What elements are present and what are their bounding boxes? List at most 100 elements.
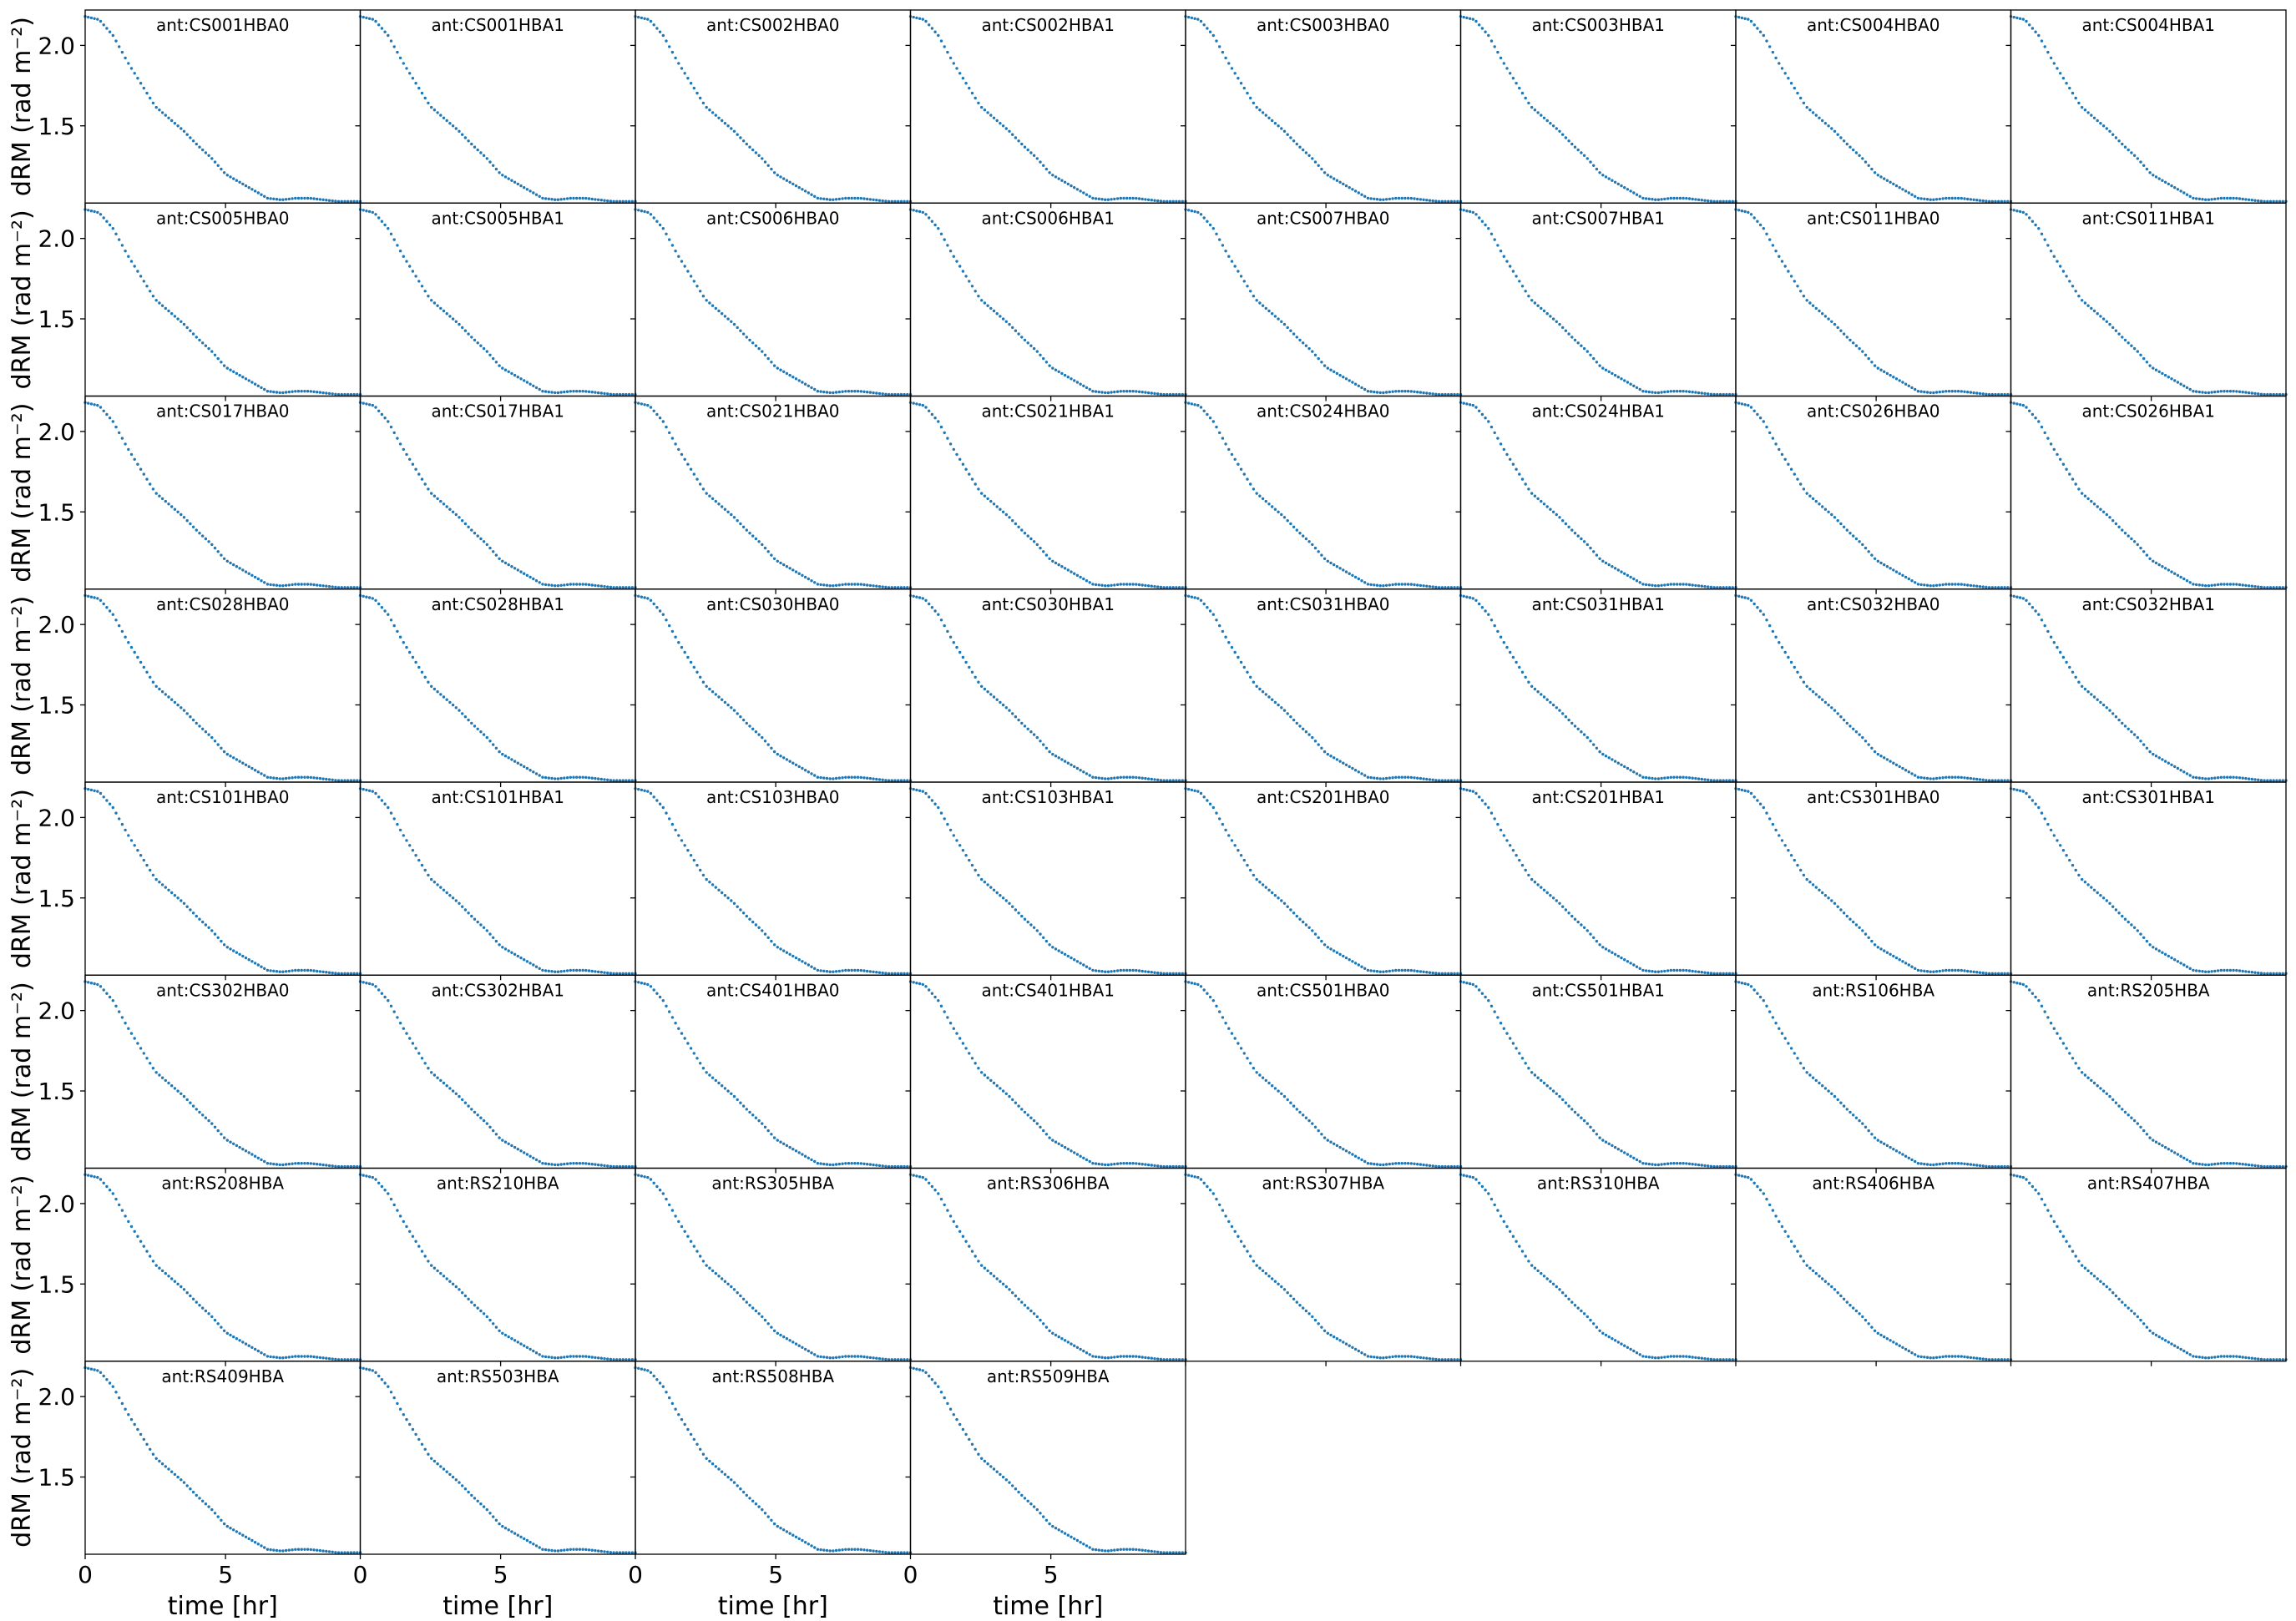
data-point xyxy=(93,982,96,986)
data-point xyxy=(995,312,999,316)
data-point xyxy=(1357,963,1361,967)
data-point xyxy=(2176,1153,2180,1156)
data-point xyxy=(1320,1133,1323,1136)
data-point xyxy=(974,868,977,872)
data-point xyxy=(1051,174,1054,177)
data-point xyxy=(1282,516,1287,519)
data-point xyxy=(2018,17,2022,20)
data-point xyxy=(1985,585,1988,589)
data-point xyxy=(1166,586,1169,589)
data-point xyxy=(1540,886,1543,889)
data-point xyxy=(1585,157,1590,160)
data-point xyxy=(1833,129,1837,133)
data-point xyxy=(102,23,105,27)
data-point xyxy=(1864,160,1868,164)
data-point xyxy=(325,1164,328,1167)
data-point xyxy=(1249,1062,1252,1065)
data-point xyxy=(1709,1164,1713,1169)
data-point xyxy=(1125,583,1129,586)
data-point xyxy=(581,196,584,200)
panel-26: ant:CS028HBA1 xyxy=(355,588,637,787)
data-point xyxy=(1187,15,1191,19)
data-point xyxy=(1601,174,1605,177)
data-point xyxy=(1199,598,1203,602)
data-point xyxy=(1805,299,1808,302)
data-point xyxy=(1499,56,1503,60)
data-point xyxy=(603,585,606,588)
data-point xyxy=(1876,946,1879,949)
data-point xyxy=(572,1162,575,1165)
data-point xyxy=(1743,210,1747,214)
data-point xyxy=(772,1136,776,1139)
data-point xyxy=(220,1326,223,1329)
data-point xyxy=(436,304,439,307)
data-point xyxy=(1709,779,1713,782)
data-point xyxy=(1947,583,1951,586)
data-point xyxy=(1054,947,1058,951)
data-point xyxy=(111,999,114,1002)
data-point xyxy=(367,789,372,792)
data-point xyxy=(2238,776,2242,780)
data-point xyxy=(1255,299,1258,302)
data-point xyxy=(1994,586,1997,589)
data-point xyxy=(1320,361,1323,364)
data-point xyxy=(275,391,279,394)
data-point xyxy=(492,743,495,746)
data-point xyxy=(488,1125,492,1129)
data-point xyxy=(1171,1164,1175,1169)
data-point xyxy=(1035,350,1039,353)
data-point xyxy=(1530,492,1534,495)
data-point xyxy=(1509,844,1512,847)
data-point xyxy=(102,216,105,220)
data-point xyxy=(677,1220,680,1224)
data-point xyxy=(325,777,328,781)
data-point xyxy=(1582,733,1586,736)
data-point xyxy=(93,596,96,599)
data-point xyxy=(1489,39,1494,43)
data-point xyxy=(1542,888,1546,892)
data-point xyxy=(952,447,956,452)
data-point xyxy=(2148,750,2152,754)
data-point xyxy=(1307,346,1311,351)
data-point xyxy=(2278,1164,2282,1169)
data-point xyxy=(411,462,415,466)
data-point xyxy=(325,199,328,202)
data-point xyxy=(492,550,495,553)
panel-36: ant:CS103HBA1 xyxy=(905,781,1187,981)
panel-title: ant:CS028HBA1 xyxy=(431,594,564,614)
data-point xyxy=(1687,583,1692,587)
data-point xyxy=(136,77,139,80)
data-point xyxy=(680,645,684,649)
data-point xyxy=(2034,223,2037,227)
data-point xyxy=(1004,1092,1009,1096)
data-point xyxy=(2257,199,2260,203)
data-point xyxy=(1001,703,1005,707)
data-point xyxy=(810,1351,813,1355)
data-point xyxy=(785,1337,789,1341)
data-point xyxy=(977,487,980,491)
data-point xyxy=(748,338,751,342)
data-point xyxy=(1718,972,1722,976)
data-point xyxy=(1907,577,1910,581)
data-point xyxy=(458,1094,461,1098)
data-point xyxy=(1304,151,1308,154)
data-point xyxy=(844,1162,847,1165)
data-point xyxy=(1171,199,1175,203)
data-point xyxy=(1388,583,1392,587)
data-point xyxy=(674,250,677,253)
data-point xyxy=(232,756,235,760)
data-point xyxy=(1941,1162,1945,1165)
data-point xyxy=(1193,210,1196,214)
data-point xyxy=(1718,392,1722,396)
data-point xyxy=(668,817,671,821)
data-point xyxy=(785,758,789,761)
data-point xyxy=(1997,972,2000,976)
data-point xyxy=(414,660,417,664)
data-point xyxy=(201,727,205,730)
data-point xyxy=(284,198,288,201)
data-point xyxy=(649,791,653,795)
data-point xyxy=(1787,849,1790,852)
data-point xyxy=(776,1331,779,1336)
data-point xyxy=(96,18,99,21)
data-point xyxy=(1128,583,1132,586)
